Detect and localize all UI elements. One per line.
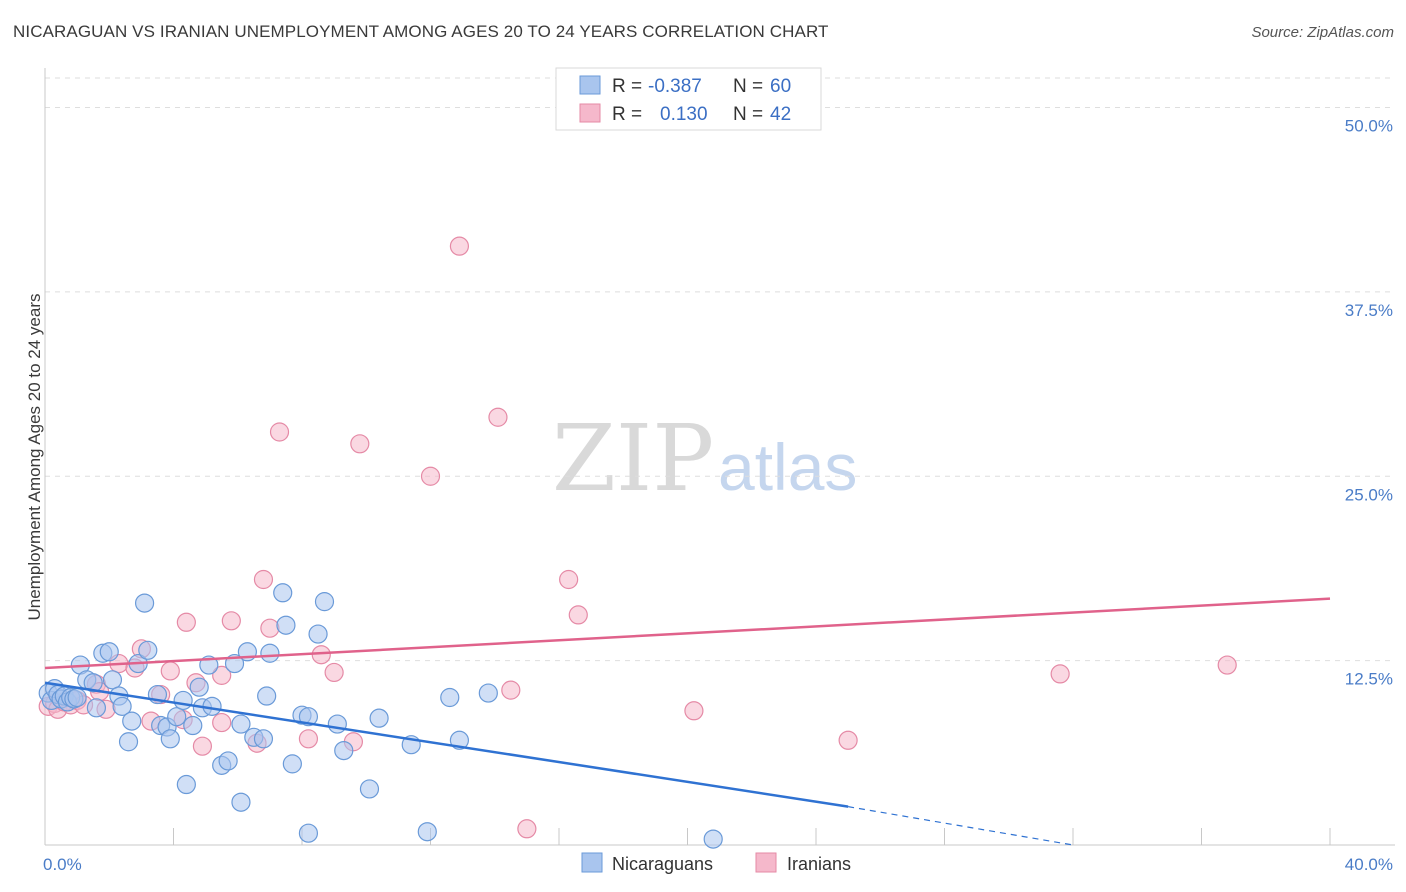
legend-r-label-1: R = bbox=[612, 76, 642, 97]
legend-r-label-2: R = bbox=[612, 104, 642, 125]
watermark-atlas: atlas bbox=[718, 430, 857, 504]
trend-lines bbox=[44, 597, 1331, 846]
iranian-point-40 bbox=[838, 730, 858, 750]
legend-n-value-2: 42 bbox=[770, 104, 791, 125]
x-tick-label-0: 0.0% bbox=[43, 855, 82, 874]
nicaraguan-point-18 bbox=[112, 696, 132, 716]
y-axis-label: Unemployment Among Ages 20 to 24 years bbox=[25, 294, 44, 621]
nicaraguan-point-55 bbox=[334, 740, 354, 761]
iranian-point-31 bbox=[350, 434, 370, 454]
nicaraguan-point-23 bbox=[138, 640, 158, 660]
iranian-point-41 bbox=[1050, 664, 1070, 684]
iranian-point-42 bbox=[1217, 655, 1237, 675]
legend-r-value-1: -0.387 bbox=[648, 76, 702, 97]
legend-swatch-nicaraguans bbox=[579, 75, 601, 95]
nicaraguan-point-53 bbox=[314, 592, 335, 612]
x-tick-labels: 0.0% 40.0% bbox=[43, 855, 1393, 874]
x-tick-label-1: 40.0% bbox=[1345, 855, 1393, 874]
nicaraguan-point-62 bbox=[478, 683, 498, 703]
nicaraguan-point-54 bbox=[327, 714, 347, 734]
iranians-trend-line bbox=[44, 597, 1331, 670]
chart-title: NICARAGUAN VS IRANIAN UNEMPLOYMENT AMONG… bbox=[13, 22, 829, 41]
iranian-point-25 bbox=[260, 618, 280, 638]
y-tick-label-2: 37.5% bbox=[1345, 301, 1393, 320]
legend-n-label-1: N = bbox=[733, 76, 763, 97]
series-legend: Nicaraguans Iranians bbox=[581, 852, 851, 874]
iranian-point-28 bbox=[311, 645, 331, 665]
y-tick-label-3: 50.0% bbox=[1345, 117, 1393, 136]
nicaraguan-point-9 bbox=[67, 687, 87, 708]
nicaraguan-point-60 bbox=[440, 687, 460, 708]
nicaraguan-point-12 bbox=[83, 673, 103, 693]
nicaraguan-point-20 bbox=[122, 711, 142, 731]
iranian-point-34 bbox=[488, 407, 508, 427]
legend-swatch-iranians bbox=[579, 103, 601, 123]
iranian-point-20 bbox=[212, 665, 232, 685]
nicaraguans-trend-extension bbox=[848, 806, 1074, 846]
grid-lines bbox=[45, 77, 1395, 662]
nicaraguan-point-44 bbox=[257, 686, 277, 706]
nicaraguan-point-43 bbox=[253, 729, 274, 749]
nicaraguans-points bbox=[38, 583, 723, 849]
nicaraguan-point-47 bbox=[276, 615, 296, 635]
iranian-point-38 bbox=[568, 605, 588, 625]
nicaraguans-trend-line bbox=[44, 681, 849, 808]
iranian-point-17 bbox=[176, 612, 196, 632]
nicaraguan-point-29 bbox=[173, 690, 193, 711]
nicaraguan-point-32 bbox=[189, 677, 209, 697]
nicaraguan-point-52 bbox=[308, 624, 328, 644]
bottom-legend-label-nicaraguans: Nicaraguans bbox=[612, 854, 713, 874]
y-tick-label-1: 25.0% bbox=[1345, 485, 1393, 504]
nicaraguan-point-13 bbox=[86, 698, 107, 718]
y-tick-label-0: 12.5% bbox=[1345, 670, 1393, 689]
iranian-point-26 bbox=[269, 422, 290, 442]
nicaraguan-point-40 bbox=[231, 792, 251, 812]
nicaraguan-point-31 bbox=[183, 715, 203, 736]
iranian-point-22 bbox=[221, 611, 241, 631]
iranian-point-37 bbox=[559, 569, 579, 590]
bottom-legend-label-iranians: Iranians bbox=[787, 854, 851, 874]
nicaraguan-point-37 bbox=[218, 751, 238, 771]
iranian-point-24 bbox=[253, 569, 274, 590]
iranian-point-27 bbox=[298, 729, 319, 749]
nicaraguan-point-22 bbox=[134, 593, 155, 613]
nicaraguan-point-45 bbox=[260, 643, 280, 663]
legend-n-label-2: N = bbox=[733, 104, 763, 125]
bottom-legend-swatch-nicaraguans bbox=[581, 852, 603, 873]
bottom-legend-swatch-iranians bbox=[755, 852, 777, 873]
nicaraguan-point-15 bbox=[99, 642, 119, 662]
nicaraguan-point-28 bbox=[167, 707, 187, 727]
nicaraguan-point-46 bbox=[273, 583, 293, 603]
correlation-legend: R = -0.387 N = 60 R = 0.130 N = 42 bbox=[555, 67, 822, 131]
nicaraguan-point-57 bbox=[369, 708, 389, 728]
nicaraguan-point-19 bbox=[118, 732, 139, 752]
nicaraguan-point-30 bbox=[176, 774, 196, 795]
iranian-point-15 bbox=[160, 661, 180, 681]
iranian-point-21 bbox=[212, 712, 232, 733]
nicaraguan-point-63 bbox=[703, 829, 723, 849]
nicaraguan-point-27 bbox=[160, 729, 180, 749]
nicaraguan-point-48 bbox=[282, 754, 302, 774]
nicaraguan-point-50 bbox=[298, 707, 319, 727]
source-attribution: Source: ZipAtlas.com bbox=[1251, 24, 1394, 41]
legend-r-value-2: 0.130 bbox=[660, 104, 708, 125]
iranians-points bbox=[38, 236, 1237, 839]
watermark-zip: ZIP bbox=[552, 405, 714, 512]
iranian-point-36 bbox=[517, 819, 537, 839]
iranian-point-35 bbox=[501, 680, 521, 700]
nicaraguan-point-59 bbox=[417, 822, 437, 842]
iranian-point-19 bbox=[192, 736, 213, 756]
nicaraguan-point-56 bbox=[359, 779, 380, 799]
legend-n-value-1: 60 bbox=[770, 76, 791, 97]
iranian-point-29 bbox=[324, 662, 344, 683]
iranian-point-39 bbox=[684, 701, 704, 721]
iranian-point-33 bbox=[449, 236, 470, 256]
iranian-point-32 bbox=[420, 466, 441, 486]
nicaraguan-point-16 bbox=[102, 670, 123, 690]
nicaraguan-point-39 bbox=[231, 714, 251, 734]
nicaraguan-point-51 bbox=[298, 823, 319, 843]
y-tick-labels: 12.5% 25.0% 37.5% 50.0% bbox=[1345, 117, 1393, 689]
